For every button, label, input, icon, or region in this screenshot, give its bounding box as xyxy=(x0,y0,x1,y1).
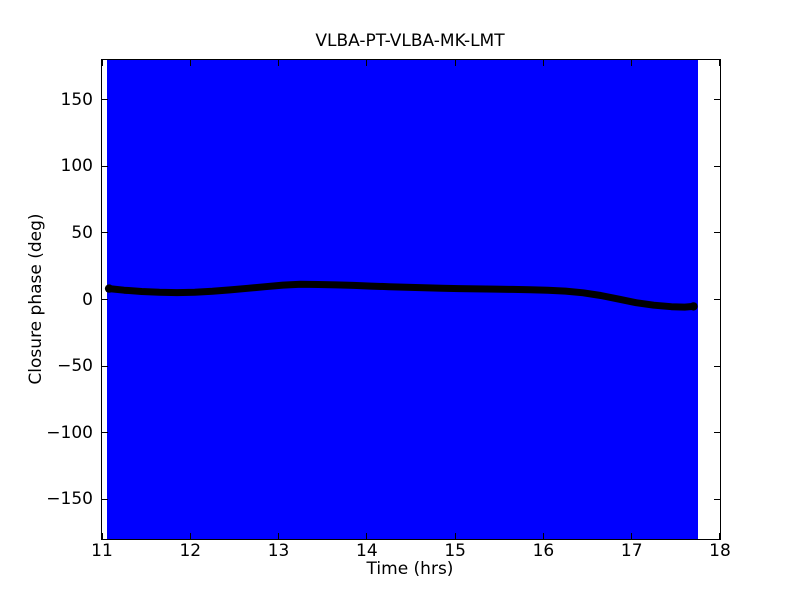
x-tick-label: 14 xyxy=(356,541,378,561)
x-tick-mark xyxy=(631,60,633,66)
y-tick-label: −150 xyxy=(46,489,93,510)
y-tick-mark xyxy=(102,299,108,300)
x-tick-mark xyxy=(719,533,720,539)
x-tick-mark xyxy=(102,60,103,66)
x-tick-mark xyxy=(366,533,368,539)
y-tick-mark xyxy=(714,365,720,367)
y-tick-mark xyxy=(102,365,108,367)
y-tick-mark xyxy=(714,232,720,234)
y-tick-mark xyxy=(714,165,720,167)
x-tick-mark xyxy=(366,60,368,66)
y-tick-label: 150 xyxy=(60,89,93,110)
x-tick-mark xyxy=(542,533,544,539)
x-tick-mark xyxy=(719,60,720,66)
error-band xyxy=(107,60,698,539)
y-tick-mark xyxy=(102,498,108,500)
chart-title: VLBA-PT-VLBA-MK-LMT xyxy=(315,31,505,51)
x-tick-mark xyxy=(631,533,633,539)
x-tick-label: 16 xyxy=(532,541,555,561)
x-tick-label: 15 xyxy=(444,541,466,561)
x-tick-mark xyxy=(102,533,103,539)
x-axis-label: Time (hrs) xyxy=(366,559,454,579)
x-tick-label: 13 xyxy=(267,541,290,561)
y-tick-mark xyxy=(102,99,108,101)
x-tick-mark xyxy=(454,533,456,539)
x-tick-mark xyxy=(189,60,191,66)
closure-phase-curve xyxy=(104,280,698,311)
x-tick-mark xyxy=(454,60,456,66)
x-tick-mark xyxy=(189,533,191,539)
x-tick-mark xyxy=(278,60,280,66)
y-tick-label: −100 xyxy=(46,422,93,443)
y-tick-mark xyxy=(714,498,720,500)
x-tick-mark xyxy=(278,533,280,539)
x-tick-label: 17 xyxy=(620,541,643,561)
y-tick-mark xyxy=(102,165,108,167)
x-tick-mark xyxy=(542,60,544,66)
y-tick-mark xyxy=(102,232,108,234)
plot-area xyxy=(101,59,721,540)
y-tick-mark xyxy=(714,99,720,101)
x-tick-label: 12 xyxy=(179,541,202,561)
x-tick-label: 11 xyxy=(91,541,113,561)
y-tick-label: −50 xyxy=(57,356,93,377)
y-tick-label: 0 xyxy=(82,289,93,310)
y-tick-mark xyxy=(714,299,720,300)
y-tick-label: 100 xyxy=(60,156,93,177)
y-tick-label: 50 xyxy=(71,222,93,243)
y-tick-mark xyxy=(102,432,108,434)
y-tick-mark xyxy=(714,432,720,434)
x-tick-label: 18 xyxy=(709,541,731,561)
